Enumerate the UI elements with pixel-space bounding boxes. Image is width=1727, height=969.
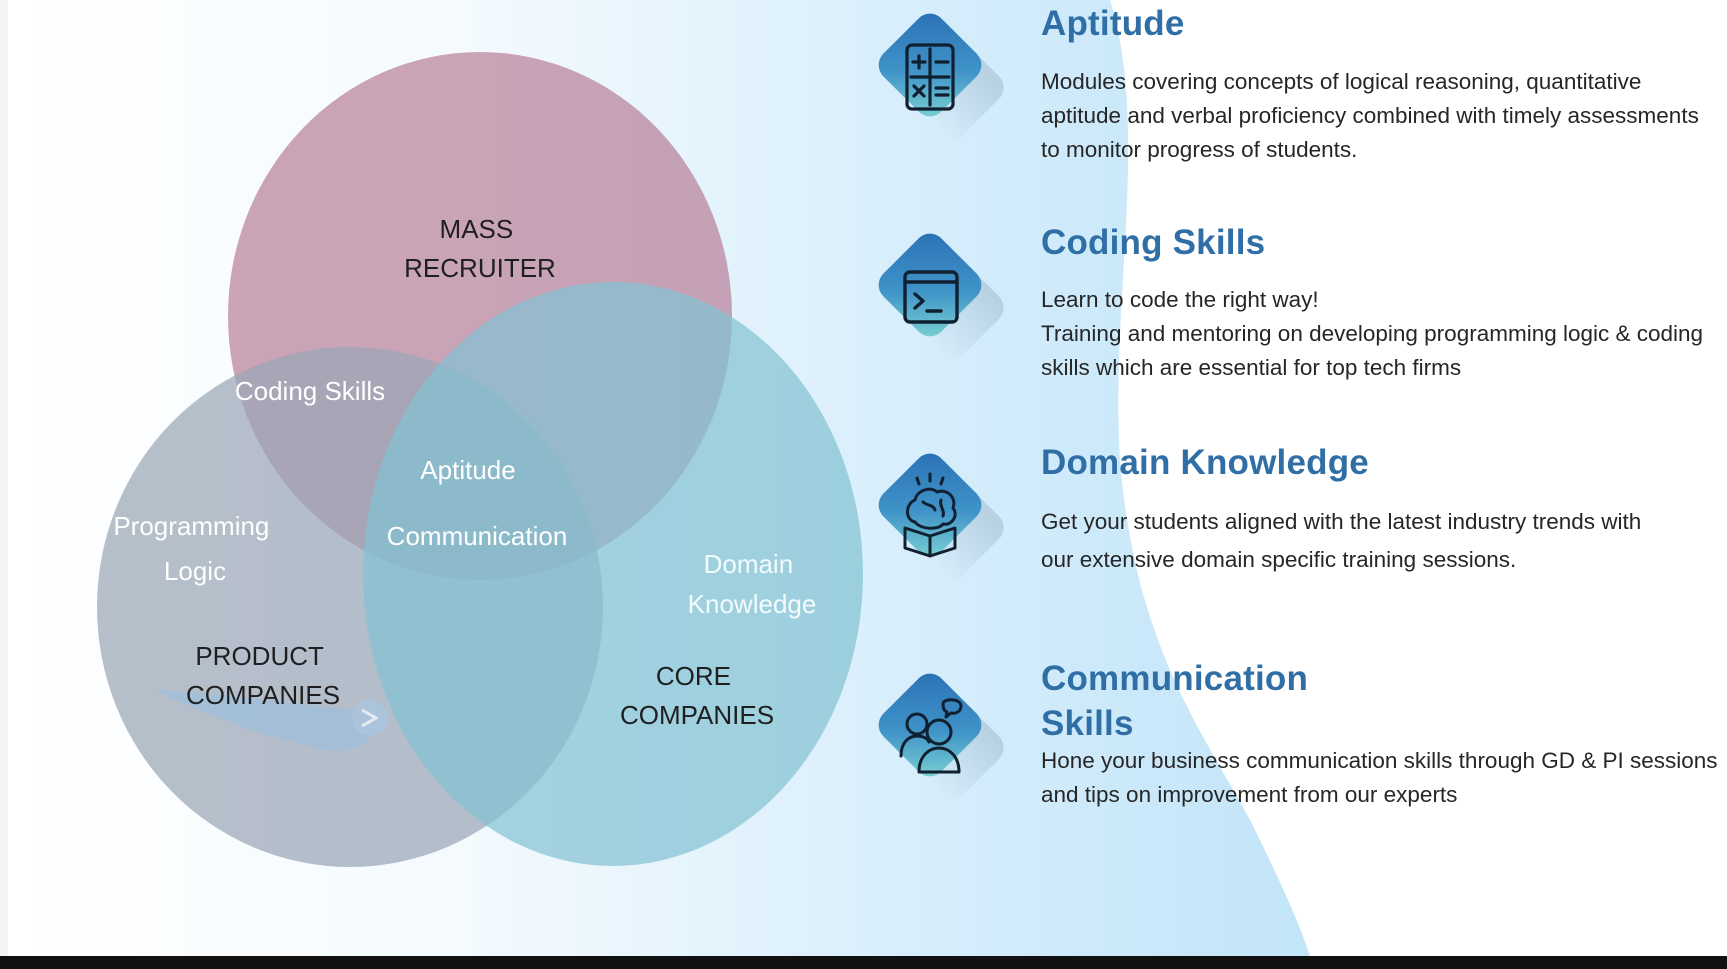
- people-chat-icon: [878, 673, 1004, 800]
- feature-title-aptitude: Aptitude: [1041, 4, 1185, 43]
- feature-title-coding-skills: Coding Skills: [1041, 223, 1266, 262]
- venn-diagram: MASS RECRUITER PRODUCT COMPANIES CORE CO…: [97, 52, 863, 867]
- venn-region-communication: Communication: [387, 521, 568, 551]
- feature-communication-skills: Communication Skills Hone your business …: [855, 659, 1727, 860]
- feature-title-domain-knowledge: Domain Knowledge: [1041, 443, 1369, 482]
- terminal-icon: [878, 233, 1004, 360]
- feature-aptitude: Aptitude Modules covering concepts of lo…: [855, 0, 1727, 200]
- feature-coding-skills: Coding Skills Learn to code the right wa…: [855, 220, 1727, 420]
- venn-region-programming-logic: Programming Logic: [113, 511, 276, 586]
- bottom-bar: [0, 956, 1727, 969]
- feature-desc-aptitude: Modules covering concepts of logical rea…: [1041, 69, 1699, 162]
- arrow-swoosh-icon: [155, 690, 388, 752]
- venn-region-aptitude: Aptitude: [420, 455, 515, 485]
- feature-title-communication-skills: Communication Skills: [1041, 659, 1309, 743]
- brain-book-icon: [878, 453, 1004, 580]
- venn-label-core-companies: CORE COMPANIES: [620, 661, 774, 730]
- calculator-icon: [878, 13, 1004, 140]
- feature-desc-communication-skills: Hone your business communication skills …: [1041, 748, 1718, 807]
- feature-desc-domain-knowledge: Get your students aligned with the lates…: [1041, 509, 1642, 572]
- venn-circle-core-companies: [363, 282, 863, 866]
- venn-region-domain-knowledge: Domain Knowledge: [688, 549, 817, 619]
- venn-label-mass-recruiter: MASS RECRUITER: [404, 214, 556, 283]
- feature-desc-coding-skills: Learn to code the right way! Training an…: [1041, 287, 1704, 380]
- feature-domain-knowledge: Domain Knowledge Get your students align…: [855, 440, 1727, 640]
- venn-label-product-companies: PRODUCT COMPANIES: [186, 641, 340, 710]
- venn-region-coding-skills: Coding Skills: [235, 376, 385, 406]
